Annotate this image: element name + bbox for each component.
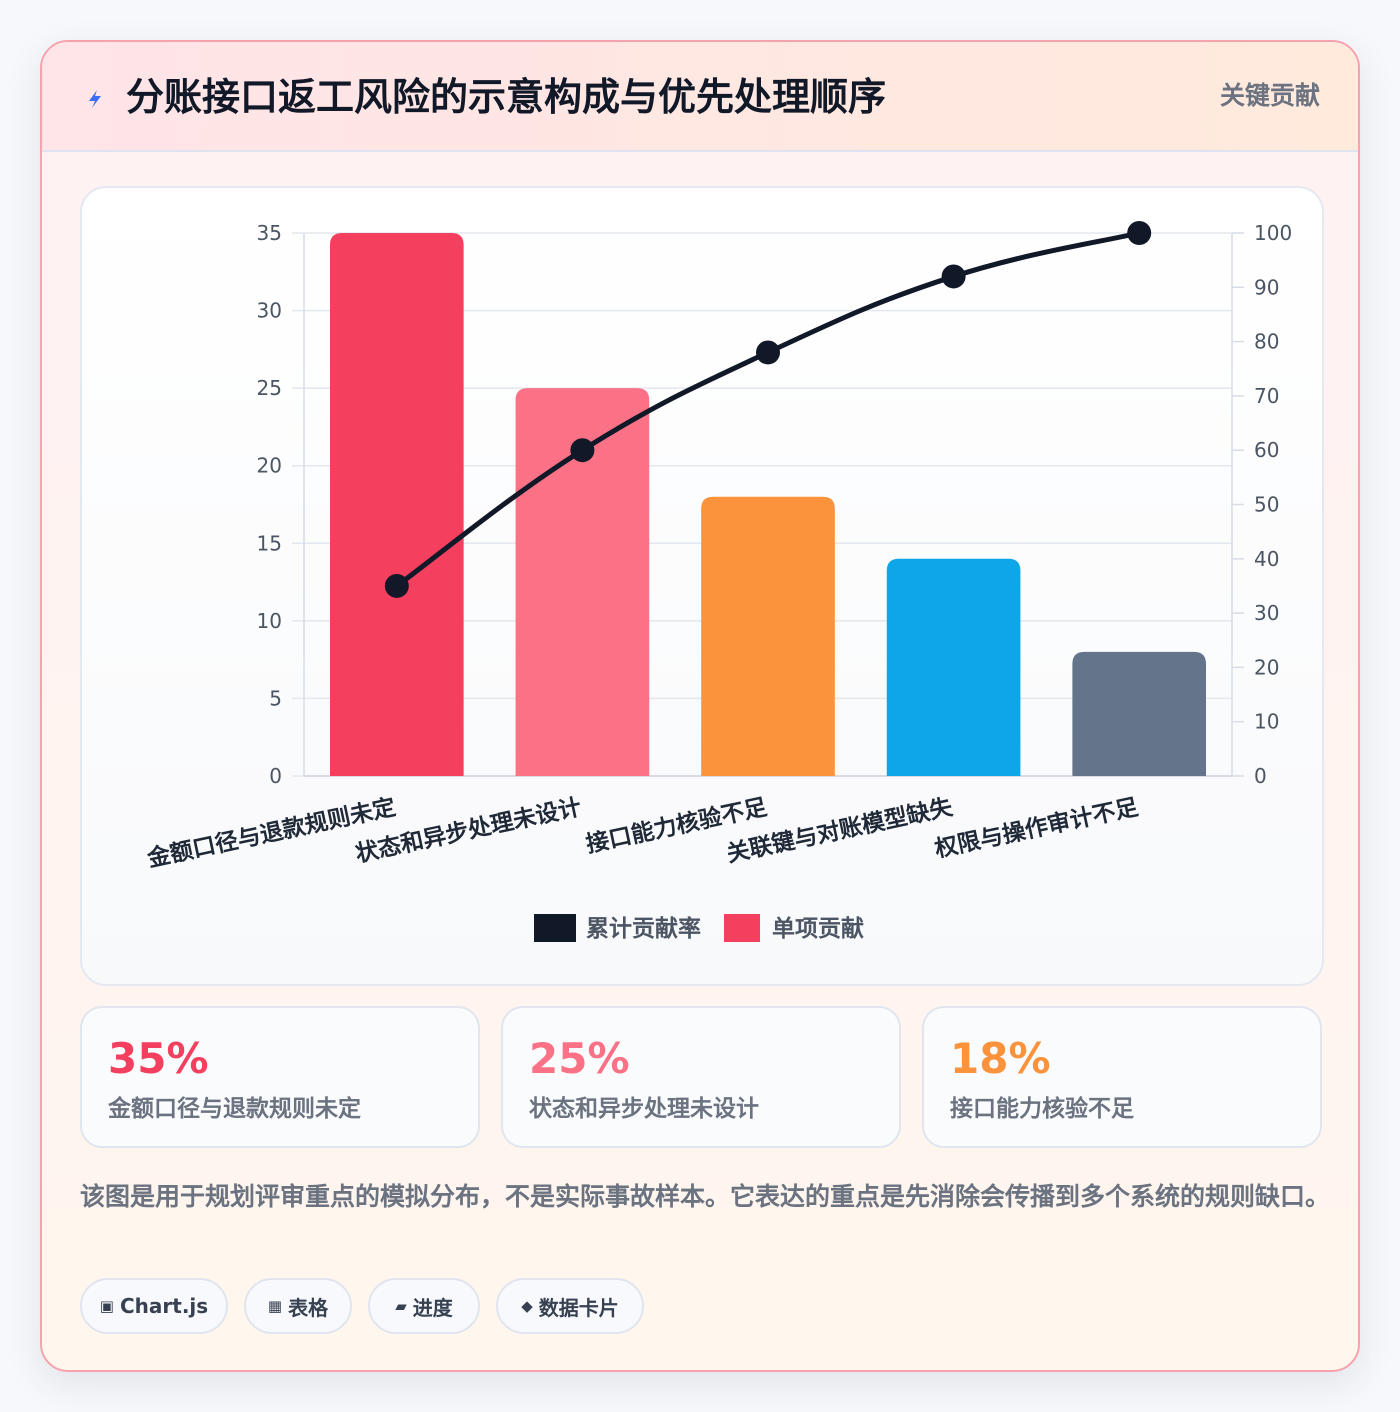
chip-label: Chart.js xyxy=(119,1294,209,1318)
pareto-chart-panel: 0 5 10 15 20 25 30 35 0 10 20 30 40 50 60 70 80 90 100 金额口径… xyxy=(80,186,1324,986)
lightning-icon xyxy=(89,90,101,108)
stat-label: 状态和异步处理未设计 xyxy=(529,1096,759,1122)
y-right-tick-label: 0 xyxy=(1254,764,1267,788)
chart-icon: ▣ xyxy=(99,1297,114,1315)
y-left-tick-label: 25 xyxy=(257,376,282,400)
y-right-tick-label: 90 xyxy=(1254,275,1279,299)
y-left-tick-label: 30 xyxy=(257,299,282,323)
y-right-tick-label: 50 xyxy=(1254,493,1279,517)
pareto-chart: 051015202530350102030405060708090100金额口径… xyxy=(144,221,1292,942)
chart-note: 该图是用于规划评审重点的模拟分布，不是实际事故样本。它表达的重点是先消除会传播到… xyxy=(80,1182,1331,1211)
bar xyxy=(329,233,464,776)
stat-card-3: 18% 接口能力核验不足 xyxy=(922,1006,1322,1148)
cumulative-point xyxy=(941,264,966,289)
cumulative-point xyxy=(570,438,595,463)
y-right-tick-label: 70 xyxy=(1254,384,1279,408)
y-left-tick-label: 0 xyxy=(269,764,282,788)
chip-chartjs[interactable]: ▣ Chart.js xyxy=(80,1278,228,1334)
cumulative-point xyxy=(384,573,409,598)
y-right-tick-label: 100 xyxy=(1254,221,1292,245)
bar xyxy=(515,388,650,776)
bar xyxy=(701,496,835,776)
legend-label-single: 单项贡献 xyxy=(772,916,864,942)
chip-progress[interactable]: ▰ 进度 xyxy=(368,1278,480,1334)
chip-data-card[interactable]: ◆ 数据卡片 xyxy=(496,1278,644,1334)
stat-value: 25% xyxy=(529,1034,630,1083)
report-card: 分账接口返工风险的示意构成与优先处理顺序 关键贡献 0 5 10 15 20 25 30 35… xyxy=(40,40,1360,1372)
y-left-tick-label: 15 xyxy=(257,531,282,555)
chip-table[interactable]: ▦ 表格 xyxy=(244,1278,352,1334)
key-contribution-badge: 关键贡献 xyxy=(1219,81,1320,110)
legend-label-cumulative: 累计贡献率 xyxy=(586,915,701,942)
stat-card-1: 35% 金额口径与退款规则未定 xyxy=(80,1006,480,1148)
y-left-tick-label: 10 xyxy=(257,609,282,633)
page-title: 分账接口返工风险的示意构成与优先处理顺序 xyxy=(126,75,887,119)
card-header: 分账接口返工风险的示意构成与优先处理顺序 关键贡献 xyxy=(42,42,1358,152)
legend-swatch-cumulative xyxy=(534,914,576,942)
legend-swatch-single xyxy=(724,914,760,942)
chip-label: 表格 xyxy=(288,1295,329,1320)
y-right-tick-label: 20 xyxy=(1254,655,1279,679)
diamond-icon: ◆ xyxy=(521,1297,533,1315)
bar xyxy=(886,558,1021,776)
progress-icon: ▰ xyxy=(395,1297,407,1315)
y-right-tick-label: 30 xyxy=(1254,601,1279,625)
table-icon: ▦ xyxy=(267,1297,283,1315)
chip-label: 进度 xyxy=(412,1295,453,1320)
y-left-tick-label: 5 xyxy=(269,686,282,710)
bar xyxy=(1072,651,1207,776)
cumulative-point xyxy=(1127,221,1152,245)
y-right-tick-label: 60 xyxy=(1254,438,1279,462)
stat-value: 35% xyxy=(108,1034,209,1083)
y-left-tick-label: 20 xyxy=(257,454,282,478)
stat-value: 18% xyxy=(950,1034,1051,1083)
y-right-tick-label: 80 xyxy=(1254,330,1279,354)
cumulative-point xyxy=(756,340,780,365)
y-right-tick-label: 10 xyxy=(1254,710,1279,734)
stat-label: 金额口径与退款规则未定 xyxy=(108,1096,361,1122)
y-left-tick-label: 35 xyxy=(257,221,282,245)
stat-card-2: 25% 状态和异步处理未设计 xyxy=(501,1006,901,1148)
stat-label: 接口能力核验不足 xyxy=(950,1096,1134,1122)
chip-label: 数据卡片 xyxy=(538,1295,619,1320)
y-right-tick-label: 40 xyxy=(1254,547,1279,571)
x-category-label: 权限与操作审计不足 xyxy=(931,793,1140,863)
